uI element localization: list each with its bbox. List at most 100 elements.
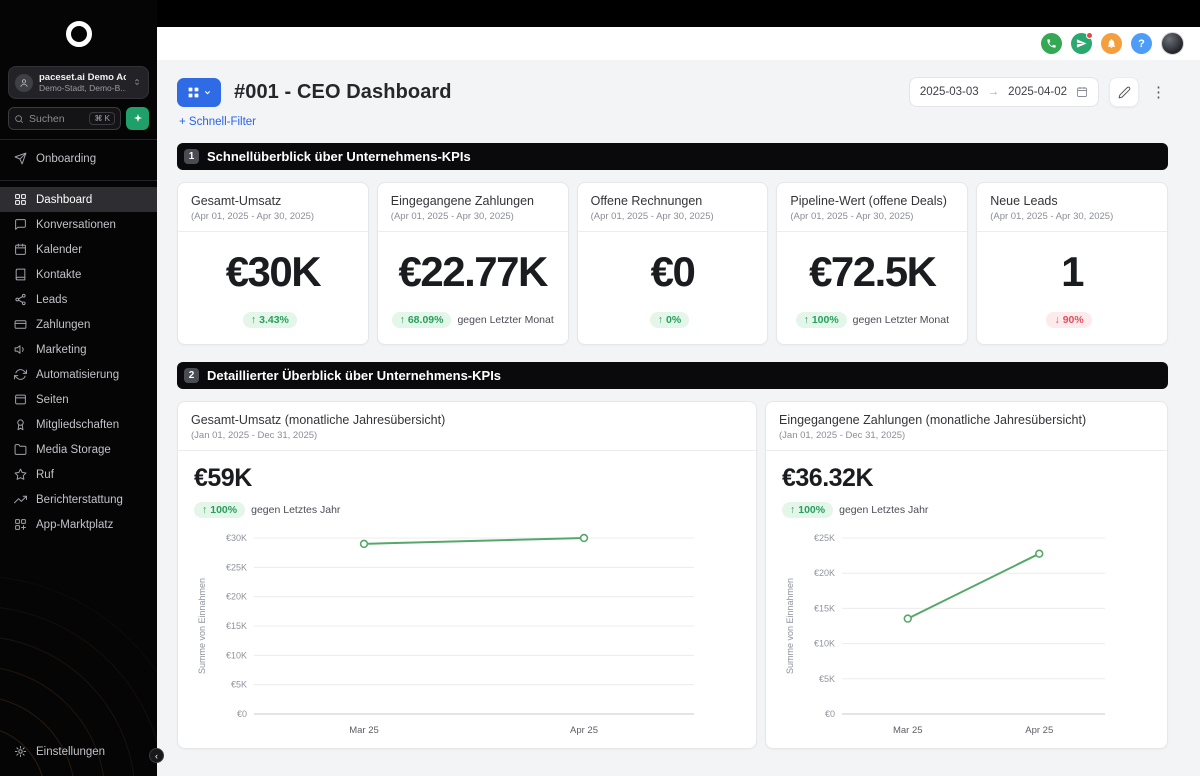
trend-up-icon [13, 493, 27, 507]
svg-text:€25K: €25K [226, 562, 247, 572]
chart-card-gesamt-umsatz: Gesamt-Umsatz (monatliche Jahresübersich… [177, 401, 757, 749]
sidebar-item-kontakte[interactable]: Kontakte [0, 262, 157, 287]
logo-ring-icon [65, 21, 92, 47]
kpi-value: €72.5K [809, 248, 937, 295]
date-from: 2025-03-03 [919, 86, 979, 98]
sidebar-item-mitgliedschaften[interactable]: Mitgliedschaften [0, 412, 157, 437]
chevron-down-icon [204, 90, 210, 94]
sidebar-item-media-storage[interactable]: Media Storage [0, 437, 157, 462]
more-options-button[interactable]: ⋮ [1151, 84, 1166, 101]
svg-text:€15K: €15K [814, 603, 835, 613]
svg-text:Mar 25: Mar 25 [349, 725, 379, 736]
sidebar-item-app-marktplatz[interactable]: App-Marktplatz [0, 512, 157, 537]
sidebar-item-konversationen[interactable]: Konversationen [0, 212, 157, 237]
star-icon [13, 468, 27, 482]
quick-filter-link[interactable]: + Schnell-Filter [179, 116, 257, 128]
notifications-button[interactable] [1101, 33, 1122, 54]
svg-text:€10K: €10K [226, 650, 247, 660]
chat-bubble-icon [13, 218, 27, 232]
sidebar-item-einstellungen[interactable]: Einstellungen [0, 739, 157, 764]
ai-assistant-button[interactable] [126, 107, 149, 130]
delta-badge: ↓ 90% [1046, 311, 1092, 328]
kpi-value: €30K [225, 248, 322, 295]
sidebar-item-onboarding[interactable]: Onboarding [0, 146, 157, 171]
chevron-updown-icon [132, 74, 142, 92]
compare-label: gegen Letzter Monat [457, 313, 554, 326]
edit-dashboard-button[interactable] [1109, 77, 1139, 107]
svg-text:€15K: €15K [226, 621, 247, 631]
section-title: Detaillierter Überblick über Unternehmen… [207, 368, 502, 383]
svg-text:€0: €0 [825, 709, 835, 719]
sidebar-nav: Onboarding Dashboard Konversationen Kale… [0, 146, 157, 537]
date-to: 2025-04-02 [1008, 86, 1067, 98]
search-shortcut: ⌘ K [89, 112, 115, 125]
refresh-arrows-icon [13, 368, 27, 382]
divider [0, 180, 157, 181]
bell-icon [1107, 39, 1116, 49]
help-button[interactable]: ? [1131, 33, 1152, 54]
user-avatar[interactable] [1161, 32, 1184, 55]
sidebar-collapse-button[interactable]: ‹ [149, 748, 164, 763]
chart-card-row: Gesamt-Umsatz (monatliche Jahresübersich… [177, 401, 1168, 749]
delta-badge: ↑ 100% [194, 502, 246, 518]
divider [0, 139, 157, 140]
kpi-value: 1 [1061, 248, 1084, 295]
onboarding-icon [13, 152, 27, 166]
svg-text:€5K: €5K [231, 680, 247, 690]
sparkle-icon [133, 113, 142, 122]
sidebar-item-kalender[interactable]: Kalender [0, 237, 157, 262]
line-chart-zahlungen: €0 €5K €10K €15K €20K €25K Mar 25 Apr 25 Summe v… [782, 526, 1151, 748]
kpi-card-eingegangene-zahlungen: Eingegangene Zahlungen (Apr 01, 2025 - A… [376, 182, 569, 345]
send-message-button[interactable] [1071, 32, 1093, 54]
dashboard-switcher-button[interactable] [177, 77, 221, 107]
sidebar-item-ruf[interactable]: Ruf [0, 462, 157, 487]
credit-card-icon [13, 318, 27, 332]
pencil-icon [1118, 86, 1130, 98]
sidebar-item-leads[interactable]: Leads [0, 287, 157, 312]
search-input[interactable]: Suchen ⌘ K [8, 107, 121, 130]
award-badge-icon [13, 418, 27, 432]
svg-text:Mar 25: Mar 25 [893, 725, 923, 736]
sidebar-footer: Einstellungen [0, 739, 157, 776]
kpi-card-neue-leads: Neue Leads (Apr 01, 2025 - Apr 30, 2025)… [976, 182, 1168, 345]
date-range-picker[interactable]: 2025-03-03 → 2025-04-02 [908, 77, 1099, 107]
phone-icon [1047, 39, 1056, 48]
megaphone-icon [13, 343, 27, 357]
folder-icon [13, 443, 27, 457]
account-switcher[interactable]: paceset.ai Demo Ac... Demo-Stadt, Demo-B… [8, 66, 149, 99]
section-number-badge: 2 [184, 368, 199, 383]
phone-button[interactable] [1041, 33, 1062, 54]
sidebar-item-zahlungen[interactable]: Zahlungen [0, 312, 157, 337]
main-area: ? #001 - CEO Dashboard 2025-03-03 → 2025… [157, 27, 1200, 776]
kpi-value: €22.77K [398, 248, 549, 295]
svg-text:€25K: €25K [814, 533, 835, 543]
section-title: Schnellüberblick über Unternehmens-KPIs [207, 149, 471, 164]
gear-icon [13, 745, 27, 759]
sidebar: paceset.ai Demo Ac... Demo-Stadt, Demo-B… [0, 0, 157, 776]
calendar-icon [13, 243, 27, 257]
compare-label: gegen Letzter Monat [852, 313, 949, 326]
line-chart-svg: €0 €5K €10K €15K €20K €25K €30K Mar 25 Apr 25 Sum… [197, 533, 694, 736]
delta-badge: ↑ 100% [795, 311, 847, 328]
page-title: #001 - CEO Dashboard [234, 80, 452, 103]
line-chart-umsatz: €0 €5K €10K €15K €20K €25K €30K Mar 25 Apr 25 Sum… [194, 526, 740, 748]
sidebar-item-marketing[interactable]: Marketing [0, 337, 157, 362]
sidebar-item-dashboard[interactable]: Dashboard [0, 187, 157, 212]
line-chart-svg: €0 €5K €10K €15K €20K €25K Mar 25 Apr 25 Summe v… [785, 533, 1105, 736]
section-header-2: 2 Detaillierter Überblick über Unternehm… [177, 362, 1168, 389]
contact-book-icon [13, 268, 27, 282]
sidebar-item-berichterstattung[interactable]: Berichterstattung [0, 487, 157, 512]
svg-text:Summe von Einnahmen: Summe von Einnahmen [197, 578, 207, 674]
sidebar-item-automatisierung[interactable]: Automatisierung [0, 362, 157, 387]
sidebar-item-seiten[interactable]: Seiten [0, 387, 157, 412]
grid-icon [188, 87, 198, 97]
chart-card-zahlungen: Eingegangene Zahlungen (monatliche Jahre… [765, 401, 1168, 749]
search-icon [15, 114, 24, 123]
paper-plane-icon [1076, 39, 1087, 48]
svg-text:Apr 25: Apr 25 [1025, 725, 1053, 736]
svg-text:€30K: €30K [226, 533, 247, 543]
section-number-badge: 1 [184, 149, 199, 164]
kpi-card-offene-rechnungen: Offene Rechnungen (Apr 01, 2025 - Apr 30… [576, 182, 769, 345]
apps-grid-plus-icon [13, 518, 27, 532]
notification-dot [1086, 32, 1093, 39]
